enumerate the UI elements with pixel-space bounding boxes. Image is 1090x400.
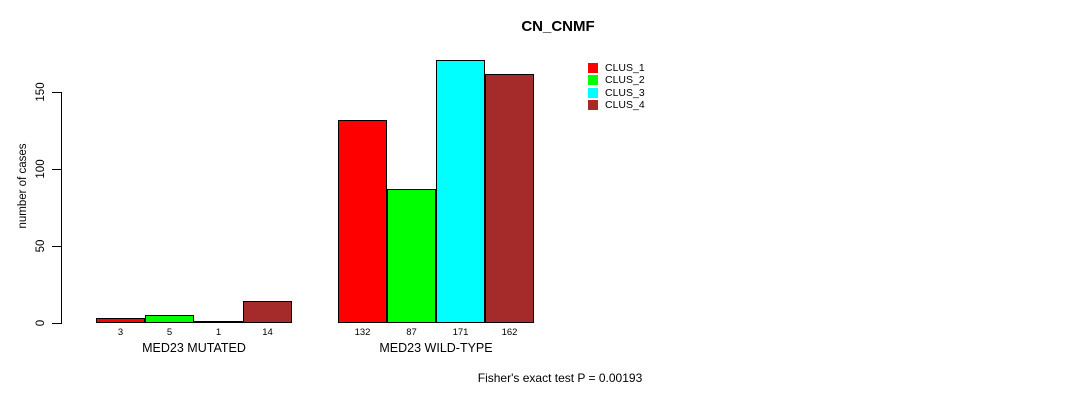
y-tick-mark: [52, 168, 61, 170]
bar-value-label: 87: [406, 327, 417, 338]
y-tick-label: 0: [35, 319, 47, 327]
bar-value-label: 162: [501, 327, 518, 338]
legend-item-clus_2: CLUS_2: [588, 74, 645, 86]
legend-swatch-icon: [588, 75, 598, 86]
bar-value-label: 3: [117, 327, 124, 338]
x-group-label-med23-wild-type: MED23 WILD-TYPE: [379, 341, 493, 355]
legend-item-clus_3: CLUS_3: [588, 87, 645, 99]
y-tick-mark: [52, 245, 61, 247]
legend-item-clus_1: CLUS_1: [588, 62, 645, 74]
legend-item-clus_4: CLUS_4: [588, 99, 645, 111]
y-tick-label: 50: [35, 239, 47, 253]
y-tick-label: 100: [35, 159, 47, 179]
bar-value-label: 14: [262, 327, 273, 338]
legend-swatch-icon: [588, 100, 598, 111]
bar-clus_1-group2: [338, 120, 387, 323]
bar-clus_1-group1: [96, 318, 145, 323]
y-tick-mark: [52, 91, 61, 93]
bar-clus_2-group1: [145, 315, 194, 323]
y-axis-line: [61, 92, 63, 324]
bar-value-label: 5: [166, 327, 173, 338]
bar-clus_4-group2: [485, 74, 534, 323]
legend-label: CLUS_3: [605, 86, 645, 99]
fisher-test-annotation: Fisher's exact test P = 0.00193: [477, 371, 643, 385]
legend: CLUS_1 CLUS_2 CLUS_3 CLUS_4: [588, 62, 645, 111]
bar-clus_3-group1: [194, 321, 243, 323]
bar-value-label: 1: [215, 327, 222, 338]
legend-label: CLUS_1: [605, 62, 645, 75]
y-tick-label: 150: [35, 82, 47, 102]
chart-title: CN_CNMF: [521, 18, 595, 35]
y-axis-label: number of cases: [17, 143, 29, 229]
legend-swatch-icon: [588, 87, 598, 98]
bar-clus_4-group1: [243, 301, 292, 323]
legend-label: CLUS_2: [605, 74, 645, 87]
legend-label: CLUS_4: [605, 99, 645, 112]
bar-value-label: 171: [452, 327, 469, 338]
y-tick-mark: [52, 322, 61, 324]
bar-value-label: 132: [354, 327, 371, 338]
legend-swatch-icon: [588, 63, 598, 74]
bar-clus_3-group2: [436, 60, 485, 323]
bar-clus_2-group2: [387, 189, 436, 323]
x-group-label-med23-mutated: MED23 MUTATED: [142, 341, 246, 355]
